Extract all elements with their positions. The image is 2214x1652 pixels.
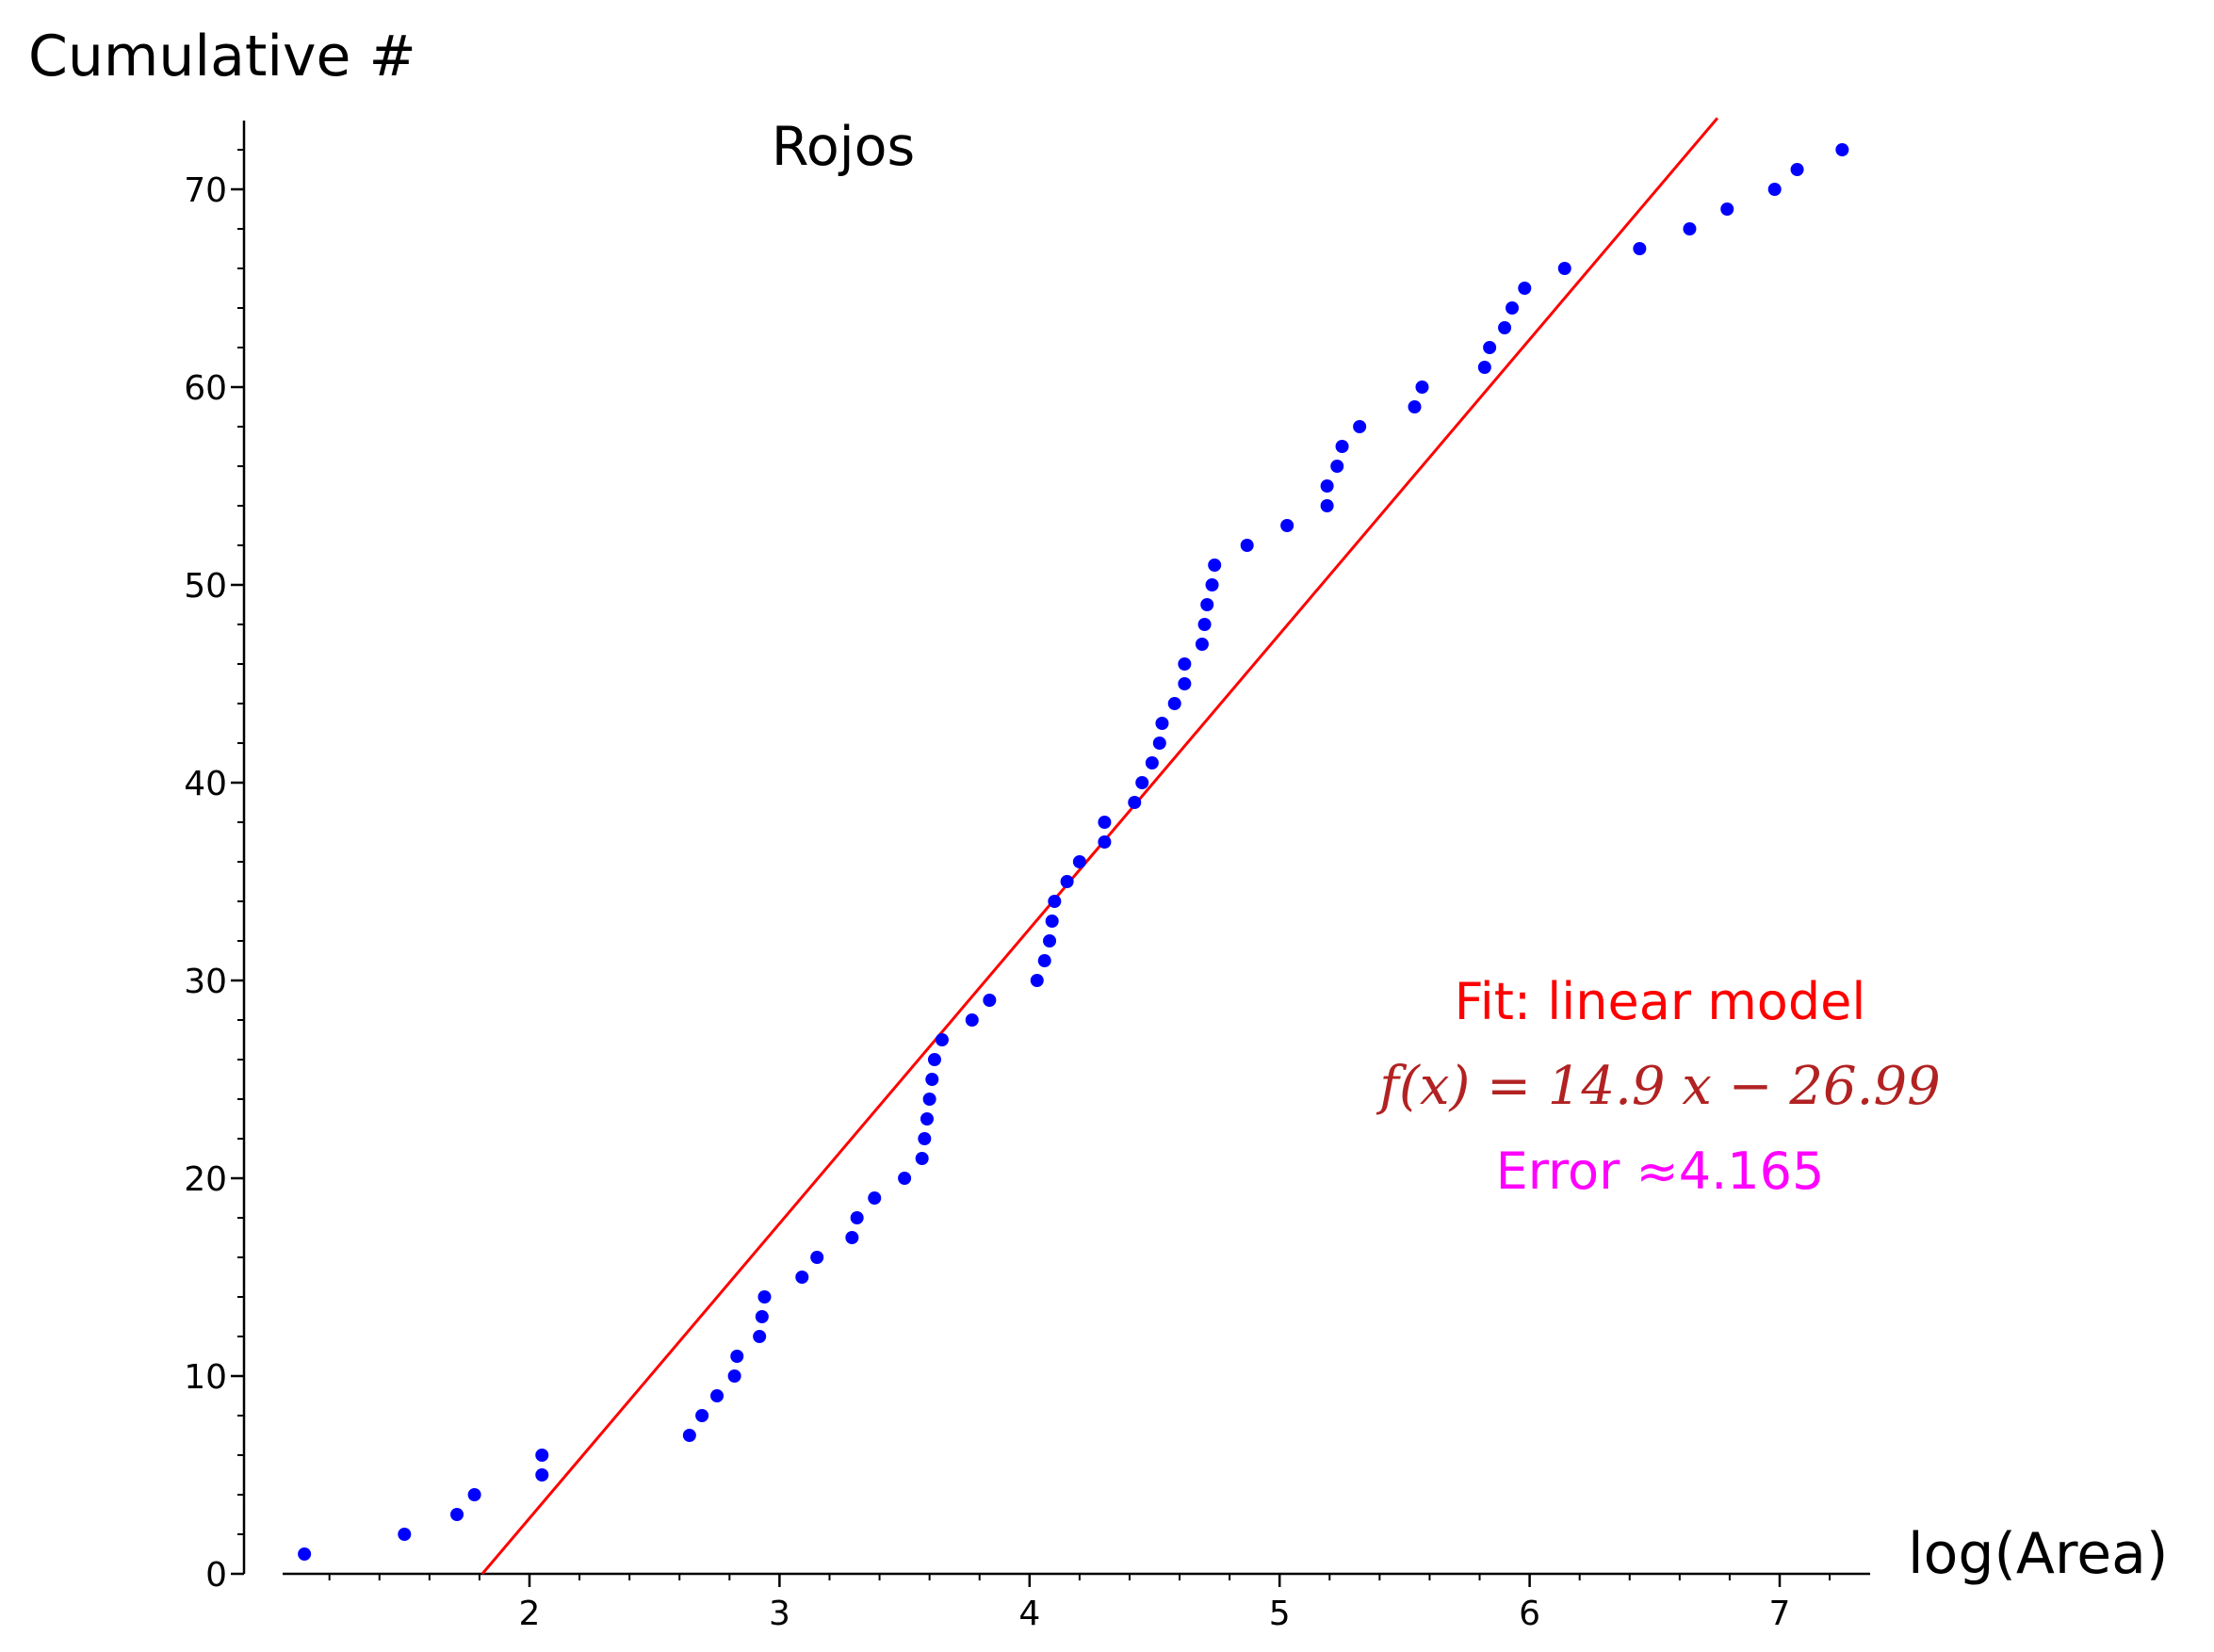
fit-label: Fit: linear model	[1455, 972, 1866, 1031]
data-point-13	[755, 1310, 769, 1323]
x-tick-label-2: 2	[519, 1595, 541, 1633]
data-point-37	[1098, 835, 1112, 849]
data-point-15	[795, 1271, 809, 1284]
data-point-18	[850, 1211, 864, 1224]
data-point-50	[1205, 578, 1219, 591]
data-point-71	[1790, 163, 1804, 176]
data-points	[298, 143, 1849, 1561]
data-point-5	[535, 1468, 549, 1482]
data-point-22	[918, 1132, 932, 1145]
data-point-29	[983, 994, 997, 1007]
data-point-35	[1060, 875, 1074, 888]
data-point-62	[1483, 341, 1497, 354]
x-tick-label-4: 4	[1018, 1595, 1040, 1633]
data-point-65	[1518, 282, 1532, 295]
data-point-42	[1152, 737, 1166, 750]
data-point-70	[1767, 183, 1782, 196]
data-point-61	[1477, 361, 1491, 374]
fit-error: Error ≈4.165	[1496, 1142, 1825, 1201]
data-point-27	[935, 1033, 949, 1046]
y-tick-label-10: 10	[184, 1358, 227, 1397]
data-point-57	[1335, 440, 1349, 453]
data-point-20	[898, 1172, 912, 1185]
data-point-2	[398, 1528, 412, 1541]
data-point-38	[1098, 816, 1112, 829]
x-tick-label-3: 3	[769, 1595, 790, 1633]
data-point-31	[1037, 954, 1051, 967]
y-tick-label-20: 20	[184, 1160, 227, 1199]
data-point-11	[730, 1350, 744, 1363]
data-point-52	[1240, 539, 1254, 552]
data-point-59	[1408, 400, 1422, 413]
data-point-64	[1506, 301, 1520, 315]
data-point-72	[1835, 143, 1849, 156]
data-point-26	[927, 1053, 941, 1066]
data-point-30	[1030, 974, 1044, 987]
data-point-66	[1557, 262, 1571, 275]
data-point-58	[1353, 420, 1367, 433]
y-tick-label-0: 0	[205, 1556, 227, 1595]
data-point-60	[1415, 381, 1429, 394]
data-point-46	[1178, 657, 1192, 671]
y-tick-label-70: 70	[184, 171, 227, 210]
data-point-9	[710, 1389, 724, 1402]
data-point-25	[925, 1073, 939, 1086]
data-point-36	[1072, 855, 1086, 868]
data-point-39	[1128, 796, 1142, 809]
data-point-10	[727, 1369, 741, 1383]
data-point-23	[920, 1112, 934, 1126]
data-point-33	[1045, 915, 1059, 928]
data-point-51	[1208, 559, 1222, 572]
data-point-19	[868, 1191, 882, 1205]
data-point-14	[757, 1290, 772, 1304]
data-point-3	[450, 1508, 464, 1521]
data-point-6	[535, 1449, 549, 1462]
data-point-34	[1048, 895, 1062, 908]
axes	[242, 121, 1870, 1576]
data-point-7	[682, 1429, 696, 1442]
data-point-16	[810, 1251, 824, 1264]
y-tick-label-60: 60	[184, 369, 227, 408]
x-tick-label-5: 5	[1269, 1595, 1291, 1633]
data-point-54	[1320, 499, 1334, 512]
data-point-17	[845, 1231, 859, 1244]
chart-title: Rojos	[772, 116, 915, 178]
y-tick-label-40: 40	[184, 765, 227, 803]
data-point-8	[695, 1409, 709, 1422]
data-point-40	[1135, 776, 1149, 789]
data-point-32	[1043, 934, 1057, 947]
data-point-55	[1320, 479, 1334, 493]
data-point-4	[467, 1488, 481, 1501]
data-point-24	[922, 1093, 936, 1106]
data-point-12	[753, 1330, 767, 1343]
data-point-1	[298, 1547, 312, 1561]
y-tick-label-50: 50	[184, 567, 227, 606]
data-point-48	[1197, 618, 1212, 631]
data-point-69	[1720, 202, 1734, 216]
x-tick-label-7: 7	[1769, 1595, 1791, 1633]
data-point-43	[1155, 717, 1169, 730]
data-point-28	[965, 1013, 979, 1027]
data-point-45	[1178, 677, 1192, 690]
data-point-49	[1200, 598, 1214, 611]
fit-formula: f(x) = 14.9 x − 26.99	[1376, 1056, 1940, 1117]
data-point-21	[915, 1152, 929, 1165]
x-axis-title: log(Area)	[1908, 1521, 2168, 1587]
data-point-63	[1498, 321, 1512, 334]
x-tick-label-6: 6	[1519, 1595, 1540, 1633]
data-point-41	[1145, 756, 1159, 769]
data-point-47	[1195, 638, 1209, 651]
data-point-56	[1330, 460, 1344, 473]
data-point-67	[1633, 242, 1647, 255]
y-axis-title: Cumulative #	[28, 24, 416, 89]
y-tick-label-30: 30	[184, 963, 227, 1001]
data-point-44	[1167, 697, 1181, 710]
data-point-53	[1280, 519, 1294, 532]
data-point-68	[1683, 222, 1697, 235]
